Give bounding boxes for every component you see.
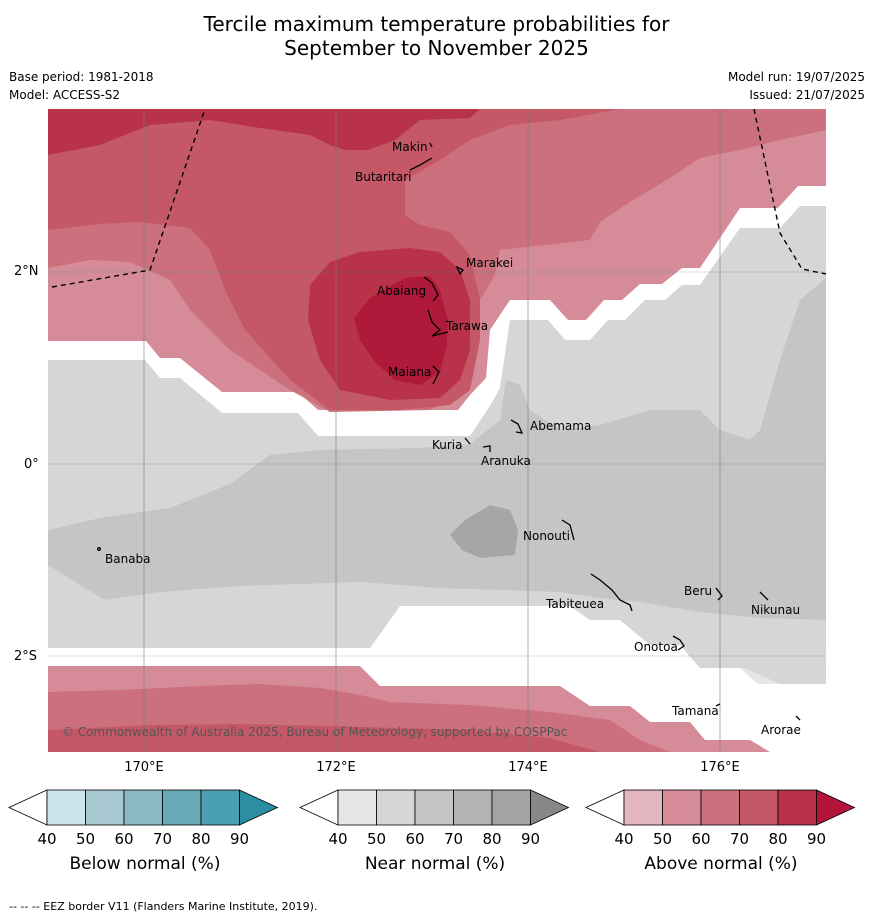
colorbar-extend-low (299, 789, 339, 826)
colorbar-tick-label: 50 (75, 830, 96, 848)
colorbar-segment (777, 789, 817, 826)
colorbar-tick-label: 60 (691, 830, 711, 848)
label-tamana: Tamana (671, 704, 719, 718)
colorbar-segment (123, 789, 163, 826)
label-aranuka: Aranuka (481, 454, 531, 468)
colorbar-segment (662, 789, 702, 826)
colorbar-tick-label: 80 (482, 830, 502, 848)
colorbar-tick-label: 70 (443, 830, 464, 848)
colorbar-tick-label: 40 (614, 830, 634, 848)
issued-date: Issued: 21/07/2025 (749, 88, 865, 102)
base-period: Base period: 1981-2018 (9, 70, 154, 84)
eez-border (51, 109, 826, 288)
label-nonouti: Nonouti (523, 529, 570, 543)
island-outlines (97, 142, 801, 721)
title-line-2: September to November 2025 (284, 36, 589, 60)
lon-label-172e: 172°E (316, 760, 356, 775)
colorbar-tick-label: 70 (152, 830, 173, 848)
colorbar-title-above: Above normal (%) (644, 854, 798, 874)
colorbar-segment (46, 789, 86, 826)
above-normal-70-south (48, 724, 600, 752)
lat-label-0: 0° (24, 457, 39, 472)
colorbar-segment (85, 789, 125, 826)
title-line-1: Tercile maximum temperature probabilitie… (203, 12, 670, 36)
colorbar-tick-label: 90 (229, 830, 250, 848)
colorbar-extend-high (816, 789, 856, 826)
copyright-notice: © Commonwealth of Australia 2025, Bureau… (62, 725, 567, 739)
label-tarawa: Tarawa (445, 319, 488, 333)
model-name: Model: ACCESS-S2 (9, 88, 121, 102)
colorbar-segment (337, 789, 377, 826)
colorbar-segment (453, 789, 493, 826)
near-normal-70-region (450, 505, 518, 558)
colorbar-segment (623, 789, 663, 826)
colorbar-segment (200, 789, 240, 826)
eez-footer-note: -- -- -- EEZ border V11 (Flanders Marine… (9, 900, 318, 913)
model-run: Model run: 19/07/2025 (727, 70, 865, 84)
colorbar-extend-high (530, 789, 570, 826)
map-title: Tercile maximum temperature probabilitie… (0, 12, 873, 60)
colorbar-tick-label: 60 (114, 830, 134, 848)
lon-label-170e: 170°E (124, 760, 164, 775)
colorbar-segment (414, 789, 454, 826)
label-makin: Makin (392, 140, 428, 154)
colorbar-segment (162, 789, 202, 826)
colorbar-extend-low (8, 789, 48, 826)
colorbar-tick-label: 80 (191, 830, 211, 848)
colorbar-title-near: Near normal (%) (364, 854, 506, 874)
label-abemama: Abemama (530, 419, 591, 433)
colorbar-segment (700, 789, 740, 826)
label-beru: Beru (684, 584, 712, 598)
colorbar-extend-low (585, 789, 625, 826)
label-banaba: Banaba (105, 552, 151, 566)
colorbar-tick-label: 60 (405, 830, 425, 848)
label-maiana: Maiana (388, 365, 431, 379)
colorbars (8, 789, 856, 826)
place-labels: Makin Butaritari Marakei Abaiang Tarawa … (105, 140, 801, 737)
label-marakei: Marakei (466, 256, 513, 270)
lat-label-2n: 2°N (14, 264, 39, 279)
label-onotoa: Onotoa (634, 640, 678, 654)
colorbar-tick-label: 50 (366, 830, 387, 848)
above-normal-70-north (48, 109, 620, 410)
colorbar-tick-label: 40 (328, 830, 348, 848)
lat-label-2s: 2°S (14, 649, 38, 664)
colorbar-tick-label: 90 (806, 830, 827, 848)
label-butaritari: Butaritari (355, 170, 412, 184)
lon-label-174e: 174°E (508, 760, 548, 775)
colorbar-tick-label: 80 (768, 830, 788, 848)
colorbar-segment (376, 789, 416, 826)
label-nikunau: Nikunau (751, 603, 800, 617)
colorbar-extend-high (239, 789, 279, 826)
colorbar-tick-label: 70 (729, 830, 750, 848)
label-tabiteuea: Tabiteuea (545, 597, 604, 611)
colorbar-tick-label: 90 (520, 830, 541, 848)
colorbar-title-below: Below normal (%) (69, 854, 221, 874)
near-normal-60-region (48, 278, 826, 620)
above-normal-90-north (354, 276, 448, 385)
label-abaiang: Abaiang (377, 284, 426, 298)
lon-label-176e: 176°E (700, 760, 740, 775)
colorbar-segment (491, 789, 531, 826)
colorbar-tick-label: 50 (652, 830, 673, 848)
graticule (48, 109, 826, 752)
label-arorae: Arorae (761, 723, 801, 737)
colorbar-tick-label: 40 (37, 830, 57, 848)
colorbar-segment (739, 789, 779, 826)
label-kuria: Kuria (432, 438, 463, 452)
